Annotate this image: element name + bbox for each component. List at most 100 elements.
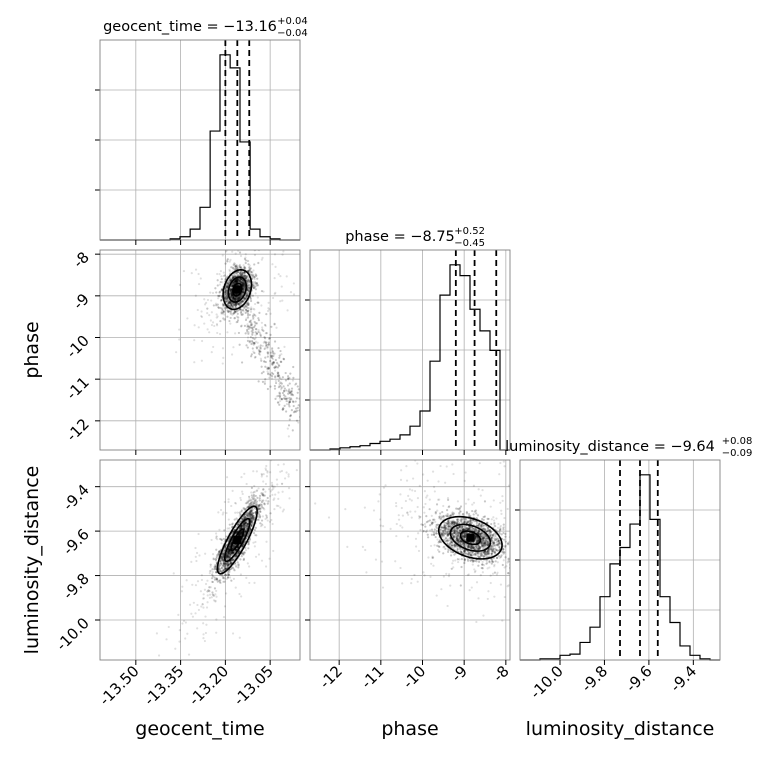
sample-point	[470, 546, 473, 549]
sample-point	[271, 357, 275, 361]
sample-point	[243, 551, 246, 554]
sample-point	[212, 599, 216, 602]
sample-point	[410, 516, 413, 519]
sample-point	[260, 220, 262, 222]
sample-point	[221, 552, 224, 556]
sample-point	[200, 578, 204, 582]
sample-point	[378, 493, 381, 496]
sample-point	[276, 483, 279, 486]
sample-point	[404, 499, 407, 503]
sample-point	[243, 284, 246, 287]
sample-point	[194, 584, 198, 587]
sample-point	[476, 532, 480, 535]
sample-point	[206, 298, 210, 302]
sample-point	[279, 388, 283, 391]
sample-point	[252, 274, 255, 278]
sample-point	[202, 597, 205, 600]
sample-point	[419, 528, 422, 532]
sample-point	[244, 521, 248, 524]
sample-point	[441, 532, 444, 535]
sample-point	[504, 532, 507, 536]
sample-point	[240, 266, 243, 269]
sample-point	[433, 528, 436, 531]
sample-point	[469, 545, 473, 548]
sample-point	[235, 297, 238, 300]
sample-point	[247, 284, 250, 287]
sample-point	[446, 534, 449, 537]
sample-point	[221, 254, 224, 257]
sample-point	[240, 510, 243, 513]
sample-point	[232, 545, 235, 548]
sample-point	[266, 367, 269, 371]
sample-point	[249, 510, 252, 513]
sample-point	[450, 525, 453, 528]
sample-point	[495, 540, 499, 544]
sample-point	[481, 489, 484, 492]
sample-point	[273, 387, 277, 390]
sample-point	[261, 326, 264, 329]
sample-point	[527, 513, 529, 515]
sample-point	[255, 282, 258, 285]
sample-point	[237, 550, 240, 554]
sample-point	[467, 545, 470, 548]
sample-point	[218, 564, 221, 567]
sample-point	[461, 527, 465, 531]
sample-point	[236, 298, 239, 301]
sample-point	[440, 516, 443, 519]
sample-point	[444, 540, 447, 543]
sample-point	[245, 274, 249, 277]
sample-point	[481, 563, 484, 566]
sample-point	[232, 295, 235, 298]
sample-point	[469, 526, 472, 529]
sample-point	[262, 341, 265, 344]
sample-point	[452, 522, 455, 525]
sample-point	[465, 552, 468, 555]
sample-point	[241, 552, 244, 555]
sample-point	[269, 351, 272, 354]
sample-point	[476, 514, 480, 517]
sample-point	[231, 551, 234, 555]
sample-point	[244, 516, 247, 520]
sample-point	[245, 294, 248, 297]
sample-point	[211, 591, 214, 594]
sample-point	[282, 357, 285, 360]
sample-point	[501, 619, 504, 622]
sample-point	[229, 554, 232, 557]
sample-point	[589, 587, 591, 589]
sample-point	[224, 562, 227, 565]
sample-point	[251, 517, 255, 521]
sample-point	[244, 274, 247, 277]
sample-point	[237, 302, 240, 305]
sample-point	[287, 390, 290, 393]
sample-point	[260, 359, 263, 362]
sample-point	[227, 563, 230, 566]
sample-point	[285, 275, 288, 278]
sample-point	[234, 548, 238, 552]
sample-point	[420, 523, 423, 526]
sample-point	[494, 524, 497, 528]
sample-point	[157, 654, 161, 657]
sample-point	[226, 571, 229, 574]
sample-point	[229, 552, 232, 555]
sample-point	[258, 505, 261, 508]
sample-point	[237, 564, 240, 567]
sample-point	[257, 261, 260, 265]
sample-point	[227, 547, 230, 550]
sample-point	[493, 521, 496, 525]
sample-point	[488, 528, 492, 532]
sample-point	[476, 551, 479, 555]
sample-point	[266, 502, 269, 505]
sample-point	[197, 326, 200, 329]
sample-point	[254, 490, 257, 493]
sample-point	[229, 305, 232, 309]
sample-point	[225, 300, 228, 303]
sample-point	[242, 557, 246, 560]
sample-point	[298, 443, 300, 445]
sample-point	[229, 562, 232, 565]
sample-point	[482, 555, 485, 558]
sample-point	[217, 453, 219, 455]
sample-point	[432, 533, 436, 536]
sample-point	[227, 304, 230, 307]
sample-point	[235, 280, 238, 283]
sample-point	[487, 542, 490, 545]
